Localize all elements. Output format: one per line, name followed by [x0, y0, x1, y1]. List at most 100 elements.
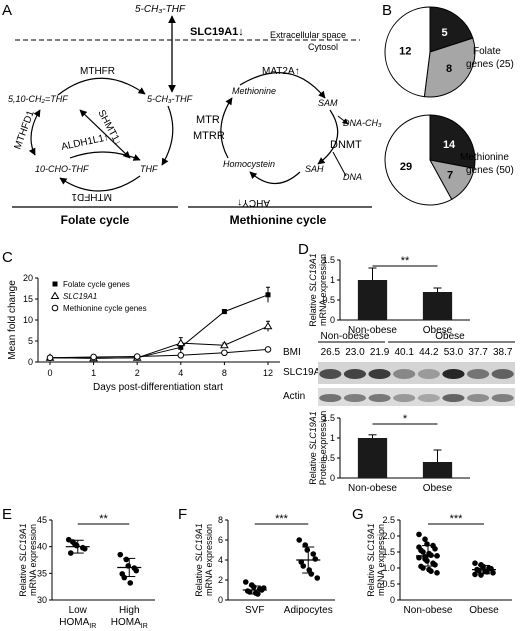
e-ytick-label: 45 [37, 515, 47, 525]
panel-d: D 0 0.5 1 1.5 Non-obese Obese ** Relative SLC19… [283, 241, 515, 494]
d2-sig: * [403, 413, 408, 425]
blot-band-row1-4 [417, 369, 440, 379]
g-group-0-point [428, 568, 434, 574]
f-group-1-point [304, 547, 311, 553]
c-xtick-label: 8 [222, 368, 227, 378]
mthfr-arrow [57, 77, 146, 96]
blot-band-row1-2 [368, 369, 391, 379]
g-xtick-label-1: Obese [469, 605, 499, 616]
blot-band-row1-7 [491, 369, 514, 379]
c-xtick-label: 0 [47, 368, 52, 378]
c-series-2-point [133, 353, 141, 360]
d1-sig: ** [401, 255, 410, 267]
g-ylabel-1: Relative SLC19A1 [366, 523, 376, 597]
chart-d-protein: 0 0.5 1 1.5 Non-obese Obese * Relative SLC19A1 P… [308, 411, 470, 494]
blot-bmi-5: 53.0 [444, 347, 464, 358]
c-legend-0-marker [52, 281, 58, 287]
g-group-1-point [478, 572, 484, 578]
f-group-1-point [302, 542, 309, 548]
dnmt-arrow [317, 109, 339, 165]
chart-c-xlabel: Days post-differentiation start [93, 382, 223, 393]
mthfd1-left-label: MTHFD1 [12, 109, 36, 151]
pie-methionine: 14 7 29 [384, 114, 476, 206]
c-ytick-label: 20 [23, 273, 33, 283]
pie-folate-label: Folate [473, 46, 501, 57]
f-group-1-point [300, 563, 307, 569]
pie-1-slice-0 [429, 114, 476, 170]
panel-e-label: E [2, 506, 12, 523]
g-sig: *** [450, 513, 464, 525]
mthfd1-bottom-arrow [59, 175, 141, 192]
blot-band-row2-5 [442, 394, 465, 402]
blot-group1: Non-obese [321, 331, 370, 342]
pie-0-slice-label-2: 12 [399, 45, 411, 57]
pie-0-slice-0 [429, 6, 474, 53]
f-xtick-label-1: Adipocytes [284, 605, 333, 616]
panel-a-label: A [2, 2, 12, 19]
blot-row2-label: Actin [283, 391, 305, 402]
f-ytick-label: 2 [218, 575, 223, 585]
g-group-0-point [422, 536, 428, 542]
folate-cycle-label: Folate cycle [61, 213, 130, 227]
f-group-1-point [310, 551, 317, 557]
d1-ytick-label: 0 [330, 315, 335, 325]
f-xtick-label-0: SVF [245, 605, 264, 616]
e-xtick-label-0: Low [69, 605, 88, 616]
pie-1-slice-label-1: 7 [447, 170, 453, 182]
c-series-2-point [221, 349, 228, 357]
pie-1-slice-2 [384, 114, 453, 206]
g-group-1-point [484, 569, 490, 575]
d1-bar-0 [357, 280, 388, 320]
f-ytick-label: 0 [218, 595, 223, 605]
e-group-1-point [127, 580, 134, 586]
aldh-label: ALDH1L1↑ [60, 132, 110, 153]
panel-f: F 0 2 4 6 8 SVF Adipocytes *** Relative SLC19A1 m… [178, 506, 335, 616]
chart-f: 0 2 4 6 8 SVF Adipocytes *** Relative SLC19A1 mRN… [194, 513, 335, 616]
c-legend-0-label: Folate cycle genes [63, 280, 130, 289]
blot-band-row2-6 [466, 394, 490, 402]
c-series-1-point [176, 338, 186, 347]
d1-ytick-label: 1 [330, 275, 335, 285]
pie-0-slice-label-1: 8 [446, 63, 452, 75]
c-legend-1-marker [50, 291, 60, 299]
c-ytick-label: 15 [23, 294, 33, 304]
f-sig: *** [275, 513, 289, 525]
blot-bmi-3: 40.1 [394, 347, 414, 358]
dnmt-label: DNMT [330, 139, 362, 151]
d2-bar-0 [357, 438, 388, 478]
c-xtick-label: 12 [263, 368, 273, 378]
pie-folate: 5 8 12 [384, 6, 476, 98]
g-ytick-label: 0.5 [382, 579, 395, 589]
f-ylabel-2: mRNA expression [204, 524, 214, 596]
d2-xtick-label-0: Non-obese [348, 483, 397, 494]
c-legend-1-label: SLC19A1 [63, 292, 97, 301]
ahcy-label: AHCY↑ [237, 197, 270, 208]
blot-bmi-2: 21.9 [370, 347, 390, 358]
e-ytick-label: 40 [37, 542, 47, 552]
c-series-2-point [264, 346, 272, 353]
f-group-0-point [242, 579, 249, 585]
d1-bar-1 [422, 292, 453, 320]
d1-ytick-label: 0.5 [322, 295, 335, 305]
extracellular-label: Extracellular space [270, 30, 346, 40]
chart-g: 0 0.5 1.0 1.5 2.0 2.5 Non-obese Obese *** Relativ… [366, 513, 512, 616]
f-group-1-point [314, 575, 321, 581]
f-group-1-point [296, 537, 303, 543]
d2-ytick-label: 1 [330, 433, 335, 443]
d1-ylabel-1: Relative SLC19A1 [308, 253, 318, 327]
e-group-1-point [133, 567, 140, 574]
e-ylabel-2: mRNA expression [28, 524, 38, 596]
e-group-1-point [123, 556, 130, 563]
c-series-0-point [221, 309, 227, 315]
d2-ylabel-2: Protein expression [318, 411, 328, 486]
e-ylabel-1: Relative SLC19A1 [18, 523, 28, 597]
e-xtick-sub-0: HOMAIR [59, 617, 96, 630]
d2-ytick-label: 0.5 [322, 453, 335, 463]
g-ylabel-2: mRNA expression [376, 524, 386, 596]
mthfr-label: MTHFR [80, 66, 115, 77]
e-xtick-label-1: High [119, 605, 140, 616]
panel-c-label: C [2, 249, 13, 266]
g-group-0-point [420, 549, 426, 555]
